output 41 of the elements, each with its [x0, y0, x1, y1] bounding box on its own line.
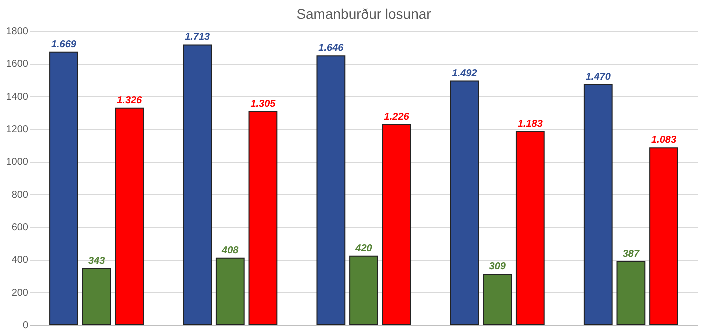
data-label: 1.226 — [384, 112, 410, 123]
bar — [382, 124, 412, 326]
data-label: 1.083 — [652, 135, 677, 146]
y-tick-label: 800 — [12, 190, 29, 201]
y-tick-label: 1600 — [6, 59, 29, 70]
data-label: 387 — [622, 248, 640, 260]
bar — [516, 131, 545, 326]
chart-title: Samanburður losunar — [296, 6, 432, 22]
bar — [115, 108, 144, 326]
bar — [450, 80, 480, 326]
bar — [248, 111, 278, 326]
bar — [350, 256, 378, 326]
bar — [616, 261, 646, 326]
data-label: 1.646 — [318, 43, 344, 54]
data-label: 1.669 — [51, 39, 77, 50]
bar — [650, 148, 678, 326]
data-label: 343 — [88, 256, 106, 267]
data-label: 1.305 — [250, 98, 276, 110]
data-label: 1.326 — [117, 95, 143, 106]
data-label: 1.492 — [452, 68, 478, 80]
bar — [483, 274, 512, 326]
bar — [82, 268, 112, 326]
y-tick-label: 1000 — [6, 157, 29, 168]
data-label: 309 — [489, 262, 506, 273]
bar — [316, 56, 346, 326]
y-tick-label: 0 — [22, 320, 29, 332]
y-tick-label: 200 — [12, 288, 29, 299]
data-label: 1.183 — [518, 118, 544, 130]
y-tick-label: 1800 — [6, 26, 29, 38]
data-label: 408 — [221, 245, 240, 256]
y-tick-label: 1400 — [6, 92, 29, 103]
bar — [183, 44, 212, 326]
data-label: 1.713 — [185, 32, 211, 44]
y-tick-label: 1200 — [6, 124, 29, 136]
bar — [584, 84, 613, 326]
bar — [50, 52, 78, 326]
data-label: 420 — [354, 243, 373, 254]
data-label: 1.470 — [586, 72, 612, 83]
y-tick-label: 400 — [12, 255, 29, 266]
bar — [216, 258, 245, 326]
y-tick-label: 600 — [12, 222, 29, 234]
